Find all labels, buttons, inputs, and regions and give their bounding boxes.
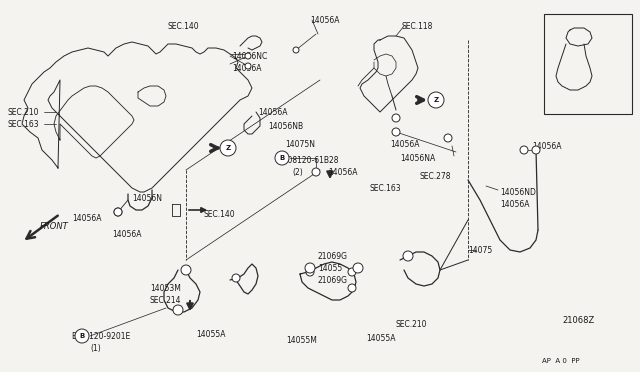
Circle shape [114, 208, 122, 216]
Circle shape [114, 208, 122, 216]
Circle shape [305, 263, 315, 273]
Circle shape [220, 140, 236, 156]
Circle shape [312, 168, 320, 176]
Circle shape [181, 265, 191, 275]
Text: SEC.140: SEC.140 [204, 210, 236, 219]
Text: 14056A: 14056A [232, 64, 262, 73]
Text: 14056N: 14056N [132, 194, 162, 203]
Text: 14056A: 14056A [532, 142, 561, 151]
Circle shape [520, 146, 528, 154]
Text: 14053M: 14053M [150, 284, 181, 293]
Circle shape [532, 146, 540, 154]
Text: 14055A: 14055A [196, 330, 225, 339]
Text: 14056A: 14056A [310, 16, 339, 25]
Text: AP  A 0  PP: AP A 0 PP [542, 358, 580, 364]
Text: (2): (2) [292, 168, 303, 177]
Text: SEC.118: SEC.118 [402, 22, 433, 31]
Text: 14055M: 14055M [286, 336, 317, 345]
Text: 14056NA: 14056NA [400, 154, 435, 163]
Text: 14075N: 14075N [285, 140, 315, 149]
Circle shape [348, 268, 356, 276]
Text: SEC.163: SEC.163 [370, 184, 402, 193]
Text: B 08120-9201E: B 08120-9201E [72, 332, 131, 341]
Text: 14056A: 14056A [112, 230, 141, 239]
Text: 21069G: 21069G [318, 276, 348, 285]
Text: SEC.278: SEC.278 [420, 172, 451, 181]
Text: 21068Z: 21068Z [562, 316, 595, 325]
Text: Z: Z [433, 97, 438, 103]
Circle shape [275, 151, 289, 165]
Circle shape [428, 92, 444, 108]
Text: 14055: 14055 [318, 264, 342, 273]
Text: 14056A: 14056A [390, 140, 419, 149]
Circle shape [353, 263, 363, 273]
Circle shape [348, 284, 356, 292]
Text: SEC.210: SEC.210 [8, 108, 40, 117]
Circle shape [403, 251, 413, 261]
Text: SEC.210: SEC.210 [396, 320, 428, 329]
Text: 14056A: 14056A [258, 108, 287, 117]
Circle shape [392, 128, 400, 136]
Text: SEC.140: SEC.140 [168, 22, 200, 31]
Text: 21069G: 21069G [318, 252, 348, 261]
FancyBboxPatch shape [544, 14, 632, 114]
Text: SEC.163: SEC.163 [8, 120, 40, 129]
Circle shape [232, 274, 240, 282]
Circle shape [75, 329, 89, 343]
Circle shape [444, 134, 452, 142]
Circle shape [245, 53, 251, 59]
Text: 14056ND: 14056ND [500, 188, 536, 197]
Text: 14055A: 14055A [366, 334, 396, 343]
Text: 14056A: 14056A [72, 214, 102, 223]
Text: B: B [280, 155, 285, 161]
Text: FRONT: FRONT [40, 222, 68, 231]
Text: B 08120-61B28: B 08120-61B28 [280, 156, 339, 165]
Circle shape [306, 268, 314, 276]
Text: 14056A: 14056A [328, 168, 358, 177]
Circle shape [392, 114, 400, 122]
Text: B: B [79, 333, 84, 339]
Text: 14056NC: 14056NC [232, 52, 268, 61]
Text: (1): (1) [90, 344, 100, 353]
Text: SEC.214: SEC.214 [150, 296, 182, 305]
Text: 14056NB: 14056NB [268, 122, 303, 131]
Circle shape [293, 47, 299, 53]
Circle shape [173, 305, 183, 315]
Text: 14075: 14075 [468, 246, 492, 255]
Circle shape [245, 63, 251, 69]
Text: 14056A: 14056A [500, 200, 529, 209]
Text: Z: Z [225, 145, 230, 151]
